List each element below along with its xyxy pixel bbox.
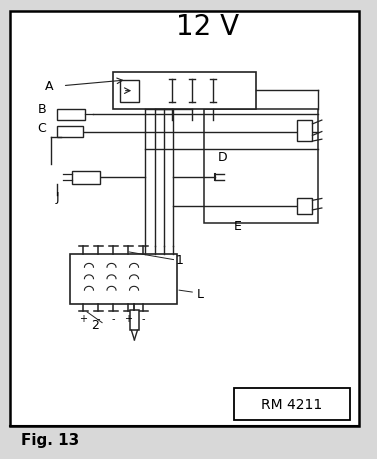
Text: D: D xyxy=(218,151,227,163)
Text: B: B xyxy=(38,103,46,116)
Bar xyxy=(113,73,256,109)
Bar xyxy=(130,311,139,330)
Text: C: C xyxy=(38,122,46,135)
Bar xyxy=(57,127,83,138)
Text: -: - xyxy=(112,313,115,323)
Text: E: E xyxy=(233,219,241,232)
Text: -: - xyxy=(97,313,100,323)
Text: +: + xyxy=(79,313,87,323)
Bar xyxy=(234,388,350,420)
Bar xyxy=(297,198,313,214)
Bar xyxy=(57,109,85,121)
Bar xyxy=(70,254,177,304)
Text: 2: 2 xyxy=(90,319,98,331)
Text: RM 4211: RM 4211 xyxy=(261,397,322,411)
Bar xyxy=(297,121,313,142)
Text: A: A xyxy=(45,80,54,93)
Text: -: - xyxy=(142,313,145,323)
Bar xyxy=(72,171,100,185)
Text: 1: 1 xyxy=(175,253,183,267)
Text: L: L xyxy=(196,288,203,301)
Text: +: + xyxy=(124,313,132,323)
Bar xyxy=(120,80,139,102)
Text: J: J xyxy=(55,190,59,204)
Bar xyxy=(204,109,318,224)
Text: 12 V: 12 V xyxy=(176,13,239,41)
Text: Fig. 13: Fig. 13 xyxy=(21,432,80,447)
